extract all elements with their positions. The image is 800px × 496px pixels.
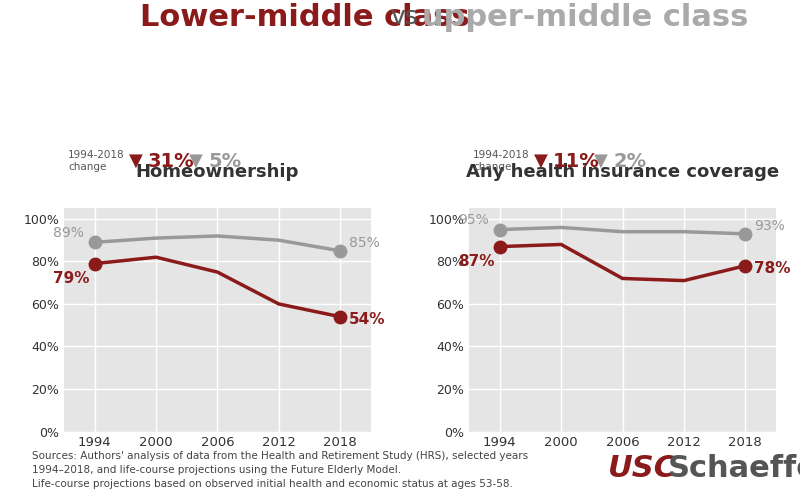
Text: ▼: ▼ [129, 152, 143, 170]
Text: 93%: 93% [754, 219, 784, 233]
Text: 5%: 5% [208, 152, 241, 171]
Text: 1994-2018
change: 1994-2018 change [68, 150, 125, 173]
Text: Any health insurance coverage: Any health insurance coverage [466, 163, 779, 181]
Text: 31%: 31% [148, 152, 194, 171]
Text: 54%: 54% [349, 311, 385, 327]
Text: 87%: 87% [458, 254, 494, 269]
Text: USC: USC [608, 454, 677, 483]
Text: Schaeffer: Schaeffer [668, 454, 800, 483]
Text: 1994-2018
change: 1994-2018 change [473, 150, 530, 173]
Text: ▼: ▼ [534, 152, 548, 170]
Text: 79%: 79% [53, 271, 90, 286]
Text: Homeownership: Homeownership [136, 163, 299, 181]
Text: 85%: 85% [349, 236, 379, 249]
Text: Lower-middle class: Lower-middle class [140, 3, 470, 32]
Text: 11%: 11% [553, 152, 600, 171]
Text: 95%: 95% [458, 213, 489, 227]
Text: 78%: 78% [754, 261, 790, 276]
Text: 2%: 2% [613, 152, 646, 171]
Text: Sources: Authors' analysis of data from the Health and Retirement Study (HRS), s: Sources: Authors' analysis of data from … [32, 451, 528, 490]
Text: ▼: ▼ [594, 152, 608, 170]
Text: vs: vs [390, 5, 418, 29]
Text: ▼: ▼ [189, 152, 203, 170]
Text: upper-middle class: upper-middle class [422, 3, 748, 32]
Text: 89%: 89% [53, 226, 84, 240]
